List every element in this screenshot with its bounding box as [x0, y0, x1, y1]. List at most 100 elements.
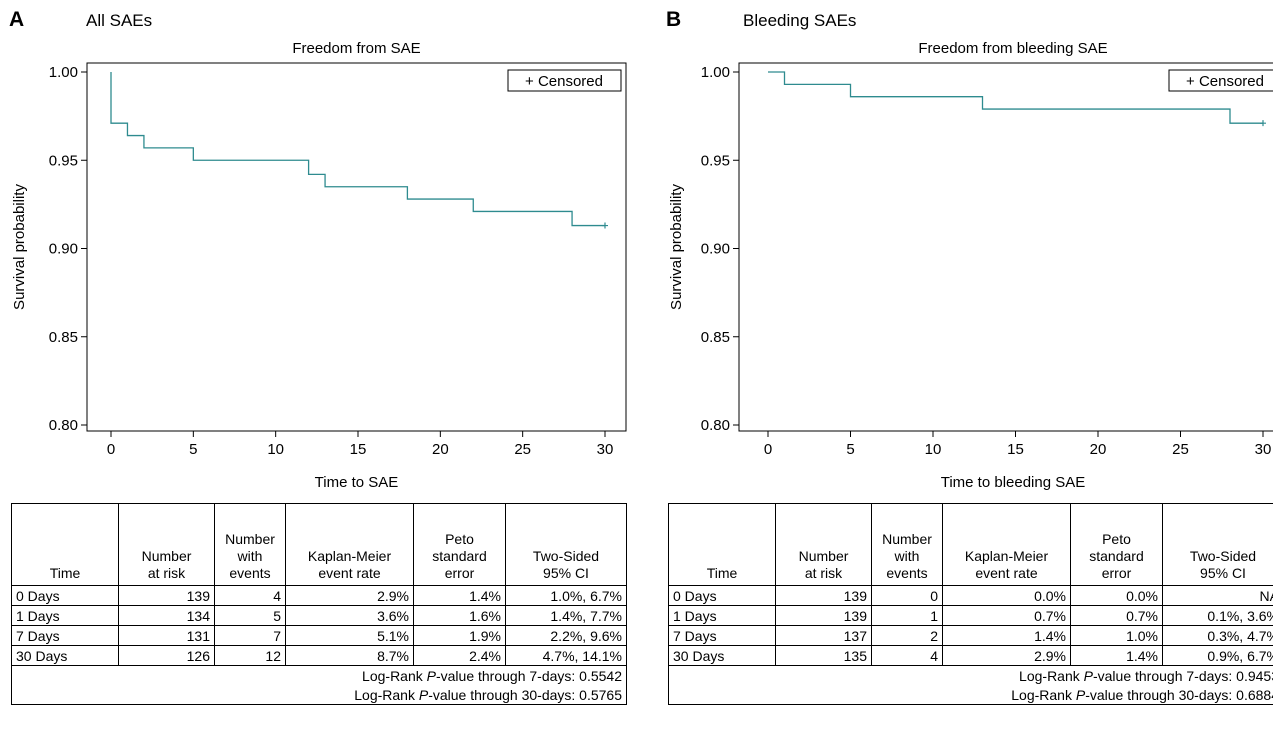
- table-cell: 12: [214, 645, 286, 666]
- table-cell: 1 Days: [11, 605, 119, 626]
- x-axis-label: Time to SAE: [315, 474, 399, 491]
- table-cell: 8.7%: [285, 645, 414, 666]
- km-chart-all-saes: Freedom from SAE 0.80 0.85 0.90 0.95 1.00 0 5 10…: [11, 40, 627, 491]
- logrank-row: Log-Rank P-value through 30-days: 0.5765: [11, 685, 627, 705]
- panel-letter: B: [666, 8, 682, 31]
- legend-frame: [507, 69, 622, 92]
- table-cell: 1.9%: [413, 625, 506, 646]
- chart-title: Freedom from SAE: [292, 40, 420, 57]
- table-row: 7 Days 131 7 5.1% 1.9% 2.2%, 9.6%: [11, 625, 627, 646]
- table-cell: 1 Days: [668, 605, 776, 626]
- km-table-all-saes: Time Number at risk Number with events Kaplan-…: [11, 503, 627, 705]
- table-cell: 1.4%: [1070, 645, 1163, 666]
- table-header: Kaplan-Meier event rate: [285, 503, 414, 586]
- y-tick-label: 0.95: [49, 152, 78, 169]
- y-tick-label: 0.90: [701, 241, 730, 258]
- y-tick-label: 1.00: [49, 64, 78, 81]
- logrank-text: Log-Rank P-value through 30-days: 0.6884: [668, 685, 1273, 705]
- panel-a: A All SAEs Freedom from SAE 0.80 0.85 0.90 0…: [0, 0, 636, 732]
- table-cell: 139: [118, 585, 215, 606]
- table-row: 1 Days 139 1 0.7% 0.7% 0.1%, 3.6%: [668, 605, 1273, 626]
- table-row: 30 Days 135 4 2.9% 1.4% 0.9%, 6.7%: [668, 645, 1273, 666]
- table-cell: 131: [118, 625, 215, 646]
- x-tick-label: 0: [107, 441, 115, 458]
- panel-letter: A: [9, 8, 25, 31]
- y-tick-label: 0.90: [49, 241, 78, 258]
- table-cell: 2: [871, 625, 943, 646]
- table-cell: 1.6%: [413, 605, 506, 626]
- y-tick-label: 1.00: [701, 64, 730, 81]
- legend-label: + Censored: [525, 73, 603, 90]
- table-header: Number with events: [871, 503, 943, 586]
- legend: + Censored: [507, 69, 622, 92]
- table-cell: 2.4%: [413, 645, 506, 666]
- table-cell: 126: [118, 645, 215, 666]
- table-cell: 0.0%: [1070, 585, 1163, 606]
- table-header: Number with events: [214, 503, 286, 586]
- x-tick-label: 30: [597, 441, 614, 458]
- table-cell: 30 Days: [11, 645, 119, 666]
- y-axis-label: Survival probability: [11, 184, 28, 310]
- censored-mark: [602, 222, 608, 229]
- y-tick-label: 0.85: [49, 329, 78, 346]
- logrank-row: Log-Rank P-value through 7-days: 0.9453: [668, 665, 1273, 685]
- y-axis-label: Survival probability: [668, 184, 685, 310]
- table-cell: 30 Days: [668, 645, 776, 666]
- table-cell: 1: [871, 605, 943, 626]
- y-tick-label: 0.80: [701, 417, 730, 434]
- x-tick-label: 10: [267, 441, 284, 458]
- x-tick-label: 0: [764, 441, 772, 458]
- table-cell: 1.0%: [1070, 625, 1163, 646]
- x-tick-label: 25: [1172, 441, 1189, 458]
- plot-frame: [86, 62, 627, 432]
- table-cell: 0.1%, 3.6%: [1162, 605, 1273, 626]
- y-tick-label: 0.80: [49, 417, 78, 434]
- table-cell: 0.0%: [942, 585, 1071, 606]
- table-cell: 0.9%, 6.7%: [1162, 645, 1273, 666]
- table-row: 30 Days 126 12 8.7% 2.4% 4.7%, 14.1%: [11, 645, 627, 666]
- table-cell: 7: [214, 625, 286, 646]
- km-chart-bleeding-saes: Freedom from bleeding SAE 0.80 0.85 0.90 0.9…: [668, 40, 1273, 491]
- table-cell: 2.2%, 9.6%: [505, 625, 627, 646]
- x-tick-label: 20: [432, 441, 449, 458]
- logrank-text: Log-Rank P-value through 7-days: 0.5542: [11, 665, 627, 685]
- table-cell: 4: [214, 585, 286, 606]
- panel-b: B Bleeding SAEs Freedom from bleeding SA…: [657, 0, 1273, 732]
- table-cell: 0 Days: [668, 585, 776, 606]
- table-cell: 4.7%, 14.1%: [505, 645, 627, 666]
- table-cell: 1.4%: [942, 625, 1071, 646]
- chart-title: Freedom from bleeding SAE: [918, 40, 1107, 57]
- table-header: Number at risk: [118, 503, 215, 586]
- table-header: Number at risk: [775, 503, 872, 586]
- table-cell: 0.7%: [942, 605, 1071, 626]
- table-cell: 3.6%: [285, 605, 414, 626]
- table-header: Time: [11, 503, 119, 586]
- table-row: 1 Days 134 5 3.6% 1.6% 1.4%, 7.7%: [11, 605, 627, 626]
- table-cell: 139: [775, 605, 872, 626]
- table-cell: 137: [775, 625, 872, 646]
- table-cell: 1.4%: [413, 585, 506, 606]
- table-cell: 1.4%, 7.7%: [505, 605, 627, 626]
- table-header: Two-Sided 95% CI: [1162, 503, 1273, 586]
- table-cell: 0: [871, 585, 943, 606]
- km-table-bleeding-saes: Time Number at risk Number with events Kaplan-…: [668, 503, 1273, 705]
- x-tick-label: 30: [1255, 441, 1272, 458]
- table-cell: 5.1%: [285, 625, 414, 646]
- table-header: Two-Sided 95% CI: [505, 503, 627, 586]
- table-header: Peto standard error: [1070, 503, 1163, 586]
- table-cell: 7 Days: [11, 625, 119, 646]
- x-tick-label: 20: [1090, 441, 1107, 458]
- table-cell: 7 Days: [668, 625, 776, 646]
- km-curve: [110, 72, 605, 227]
- table-cell: NA: [1162, 585, 1273, 606]
- plot-frame: [738, 62, 1273, 432]
- x-tick-label: 15: [1007, 441, 1024, 458]
- x-axis-label: Time to bleeding SAE: [941, 474, 1086, 491]
- x-tick-label: 5: [846, 441, 854, 458]
- table-cell: 139: [775, 585, 872, 606]
- logrank-row: Log-Rank P-value through 30-days: 0.6884: [668, 685, 1273, 705]
- table-cell: 1.0%, 6.7%: [505, 585, 627, 606]
- legend: + Censored: [1168, 69, 1273, 92]
- table-cell: 2.9%: [285, 585, 414, 606]
